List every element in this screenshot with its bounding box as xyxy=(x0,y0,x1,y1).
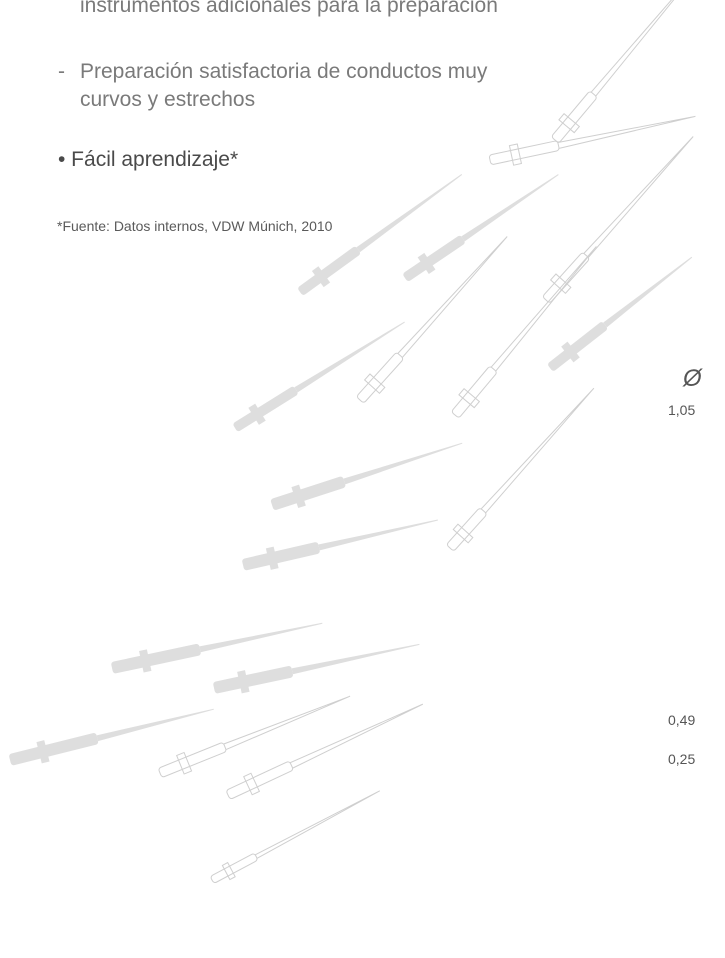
file-outline-icon xyxy=(210,790,381,883)
file-outline-icon xyxy=(551,0,704,143)
file-outline-icon xyxy=(447,387,595,551)
file-icon xyxy=(270,442,463,510)
file-outline-icon xyxy=(543,136,694,303)
outline-files xyxy=(158,0,704,883)
file-icon xyxy=(298,174,463,295)
file-icon xyxy=(403,174,559,281)
file-outline-icon xyxy=(158,695,351,778)
file-icon xyxy=(213,643,420,694)
list-item-line-2: curvos y estrechos xyxy=(80,88,256,111)
file-icon xyxy=(548,256,693,371)
file-icon xyxy=(242,519,438,571)
filled-files xyxy=(9,174,693,766)
file-outline-icon xyxy=(451,246,597,418)
list-item-line-1: Preparación satisfactoria de conductos m… xyxy=(80,60,488,83)
file-icon xyxy=(111,622,323,674)
diameter-value: 0,49 xyxy=(668,712,696,728)
file-outline-icon xyxy=(357,236,508,403)
bullet-item: • Fácil aprendizaje* xyxy=(58,148,239,171)
diameter-symbol: Ø xyxy=(683,365,702,392)
file-outline-icon xyxy=(489,115,696,166)
diameter-value: 1,05 xyxy=(668,402,696,418)
file-outline-icon xyxy=(226,703,424,800)
continued-text-line: instrumentos adicionales para la prepara… xyxy=(80,0,498,17)
list-item: - Preparación satisfactoria de conductos… xyxy=(0,58,725,114)
footnote: *Fuente: Datos internos, VDW Múnich, 201… xyxy=(57,218,333,234)
diameter-value: 0,25 xyxy=(668,751,696,767)
file-icon xyxy=(9,708,214,766)
list-dash: - xyxy=(58,60,65,83)
file-icon xyxy=(233,321,405,432)
